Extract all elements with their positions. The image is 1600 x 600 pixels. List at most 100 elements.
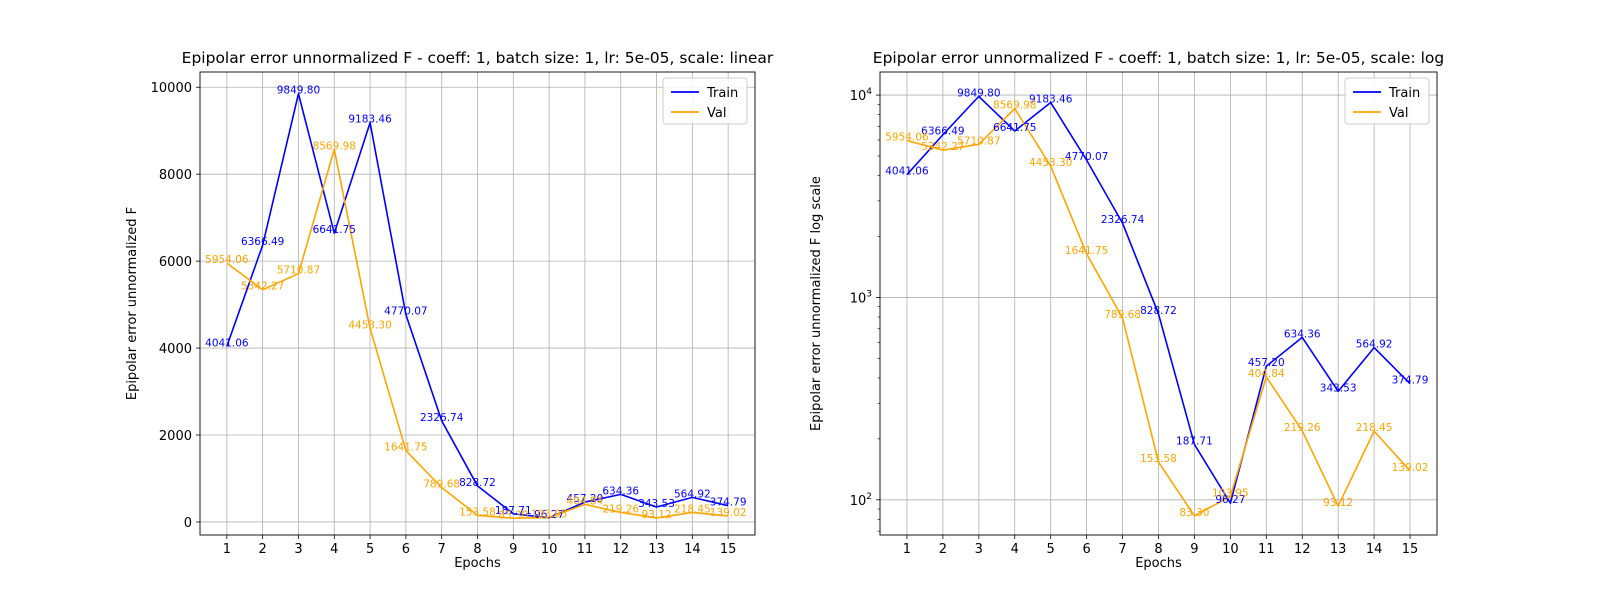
chart-title: Epipolar error unnormalized F - coeff: 1… bbox=[873, 49, 1444, 67]
x-tick-label: 9 bbox=[509, 542, 517, 557]
legend-label-train: Train bbox=[1388, 86, 1420, 101]
legend: Train Val bbox=[1344, 77, 1430, 125]
x-tick-label: 14 bbox=[684, 542, 701, 557]
series-line-val bbox=[226, 148, 729, 520]
x-tick-label: 8 bbox=[473, 542, 481, 557]
chart-title: Epipolar error unnormalized F - coeff: 1… bbox=[182, 49, 774, 67]
x-tick-label: 3 bbox=[975, 542, 983, 557]
y-tick-label: 104 bbox=[850, 87, 873, 104]
y-axis-label: Epipolar error unnormalized F log scale bbox=[809, 176, 824, 431]
series-line-train bbox=[906, 95, 1411, 504]
data-label-val: 8569.98 bbox=[313, 140, 356, 152]
x-tick-label: 15 bbox=[1402, 542, 1419, 557]
x-tick-label: 1 bbox=[223, 542, 231, 557]
y-tick-label: 102 bbox=[850, 492, 872, 509]
axes-frame bbox=[879, 71, 1438, 536]
x-tick-label: 6 bbox=[402, 542, 410, 557]
data-label-train: 9849.80 bbox=[277, 85, 320, 97]
data-label-train: 9183.46 bbox=[1029, 94, 1073, 106]
data-label-val: 219.26 bbox=[1284, 422, 1321, 434]
data-label-train: 457.20 bbox=[1248, 357, 1285, 369]
y-tick-label: 103 bbox=[850, 289, 872, 306]
x-tick-label: 10 bbox=[1222, 542, 1239, 557]
x-axis-label: Epochs bbox=[454, 556, 501, 571]
data-label-train: 343.53 bbox=[1320, 382, 1357, 394]
data-label-val: 4453.30 bbox=[1029, 157, 1072, 169]
data-label-val: 404.84 bbox=[1248, 368, 1285, 380]
x-tick-label: 13 bbox=[648, 542, 665, 557]
data-label-train: 4770.07 bbox=[384, 306, 427, 318]
data-label-train: 4770.07 bbox=[1065, 151, 1108, 163]
legend-box bbox=[662, 77, 748, 125]
data-label-val: 139.02 bbox=[1392, 462, 1429, 474]
y-tick-label: 8000 bbox=[159, 168, 192, 183]
y-tick-label: 6000 bbox=[159, 255, 192, 270]
axes-frame bbox=[199, 71, 756, 536]
x-tick-label: 2 bbox=[939, 542, 947, 557]
legend: Train Val bbox=[662, 77, 748, 125]
chart-panel-1: 1 2 3 4 5 6 7 8 9 10 11 12 13 14 150200040006000800010… bbox=[125, 49, 774, 571]
data-label-val: 83.30 bbox=[1179, 507, 1209, 519]
data-label-val: 4453.30 bbox=[348, 319, 391, 331]
data-label-train: 374.79 bbox=[710, 497, 747, 509]
data-label-train: 6366.49 bbox=[241, 236, 284, 248]
x-tick-label: 11 bbox=[577, 542, 594, 557]
data-label-val: 5954.06 bbox=[205, 254, 249, 266]
x-tick-label: 12 bbox=[1294, 542, 1311, 557]
x-tick-label: 3 bbox=[294, 542, 302, 557]
legend-label-val: Val bbox=[707, 106, 726, 121]
x-tick-label: 5 bbox=[1047, 542, 1055, 557]
data-label-train: 96.27 bbox=[1215, 494, 1245, 506]
series-line-train bbox=[226, 92, 729, 519]
data-label-val: 153.58 bbox=[459, 506, 496, 518]
legend-label-train: Train bbox=[706, 86, 738, 101]
y-tick-base: 10 bbox=[850, 291, 867, 306]
data-label-train: 96.27 bbox=[534, 509, 564, 521]
data-label-train: 2326.74 bbox=[1101, 214, 1145, 226]
data-label-train: 374.79 bbox=[1392, 375, 1429, 387]
data-label-val: 103.95 bbox=[531, 508, 568, 520]
data-label-val: 5710.87 bbox=[957, 135, 1000, 147]
data-label-train: 6366.49 bbox=[921, 126, 964, 138]
y-tick-label: 4000 bbox=[159, 342, 192, 357]
data-label-train: 564.92 bbox=[1356, 339, 1393, 351]
data-label-train: 4041.06 bbox=[885, 166, 929, 178]
data-label-val: 219.26 bbox=[602, 503, 639, 515]
chart-panel-2: 1 2 3 4 5 6 7 8 9 10 11 12 13 14 151021031044041.06636… bbox=[809, 49, 1444, 571]
x-tick-label: 6 bbox=[1082, 542, 1090, 557]
data-label-train: 187.71 bbox=[495, 505, 532, 517]
data-label-train: 4041.06 bbox=[205, 337, 249, 349]
y-tick-exponent: 2 bbox=[866, 492, 872, 502]
data-label-train: 343.53 bbox=[638, 498, 675, 510]
data-label-val: 789.68 bbox=[1104, 309, 1141, 321]
data-label-val: 404.84 bbox=[567, 495, 604, 507]
data-label-val: 5342.27 bbox=[241, 281, 284, 293]
x-tick-label: 1 bbox=[903, 542, 911, 557]
data-label-train: 6641.75 bbox=[313, 224, 356, 236]
y-tick-exponent: 4 bbox=[866, 87, 872, 97]
data-label-val: 5710.87 bbox=[277, 265, 320, 277]
data-label-val: 103.95 bbox=[1212, 487, 1249, 499]
data-label-val: 153.58 bbox=[1140, 453, 1177, 465]
series-line-val bbox=[906, 107, 1411, 517]
data-label-train: 828.72 bbox=[459, 477, 496, 489]
data-label-val: 8569.98 bbox=[993, 100, 1036, 112]
x-tick-label: 8 bbox=[1154, 542, 1162, 557]
x-tick-label: 5 bbox=[366, 542, 374, 557]
y-tick-exponent: 3 bbox=[866, 289, 872, 299]
data-label-train: 9183.46 bbox=[348, 114, 392, 126]
y-tick-label: 0 bbox=[184, 516, 192, 531]
x-tick-label: 15 bbox=[720, 542, 737, 557]
x-axis-label: Epochs bbox=[1135, 556, 1182, 571]
data-label-train: 9849.80 bbox=[957, 87, 1000, 99]
data-label-val: 93.12 bbox=[642, 509, 672, 521]
y-axis-label: Epipolar error unnormalized F bbox=[125, 207, 140, 400]
data-label-val: 218.45 bbox=[1356, 422, 1393, 434]
x-tick-label: 13 bbox=[1330, 542, 1347, 557]
data-label-val: 83.30 bbox=[498, 509, 528, 521]
x-tick-label: 2 bbox=[259, 542, 267, 557]
data-label-val: 218.45 bbox=[674, 503, 711, 515]
x-tick-label: 10 bbox=[541, 542, 558, 557]
data-label-train: 457.20 bbox=[567, 493, 604, 505]
